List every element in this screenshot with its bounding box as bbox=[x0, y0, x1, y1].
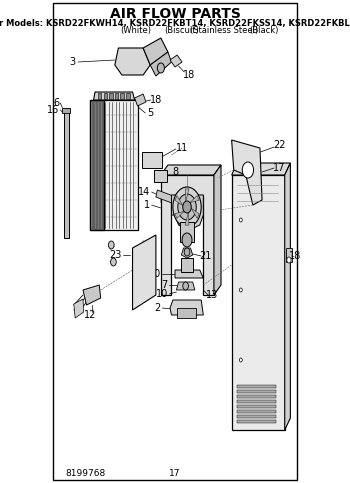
Polygon shape bbox=[232, 140, 262, 205]
Text: (Biscuit): (Biscuit) bbox=[165, 26, 200, 34]
Bar bbox=[98, 93, 102, 99]
Polygon shape bbox=[83, 285, 101, 305]
Bar bbox=[120, 93, 124, 99]
Polygon shape bbox=[135, 94, 146, 106]
Circle shape bbox=[173, 187, 201, 227]
Circle shape bbox=[111, 258, 116, 266]
Text: 21: 21 bbox=[199, 251, 212, 261]
Bar bbox=[181, 258, 193, 272]
Text: 10: 10 bbox=[156, 289, 168, 299]
Circle shape bbox=[183, 282, 188, 290]
Polygon shape bbox=[143, 38, 168, 65]
Bar bbox=[180, 222, 194, 242]
Bar bbox=[104, 93, 107, 99]
Polygon shape bbox=[175, 196, 183, 206]
Bar bbox=[237, 410, 275, 413]
Polygon shape bbox=[190, 196, 199, 202]
Bar bbox=[237, 415, 275, 418]
Polygon shape bbox=[191, 208, 199, 218]
Text: 6: 6 bbox=[54, 98, 60, 108]
Polygon shape bbox=[185, 213, 189, 225]
Circle shape bbox=[242, 162, 253, 178]
Text: 18: 18 bbox=[150, 95, 162, 105]
Text: 7: 7 bbox=[162, 280, 168, 290]
Text: 8199768: 8199768 bbox=[65, 469, 106, 478]
Polygon shape bbox=[176, 282, 195, 290]
Polygon shape bbox=[156, 190, 178, 205]
Text: 23: 23 bbox=[110, 250, 122, 260]
Text: 14: 14 bbox=[138, 187, 150, 197]
Text: 12: 12 bbox=[84, 310, 96, 320]
Bar bbox=[237, 400, 275, 403]
Bar bbox=[115, 93, 118, 99]
Circle shape bbox=[108, 241, 114, 249]
Polygon shape bbox=[115, 48, 150, 75]
Circle shape bbox=[182, 233, 192, 247]
Polygon shape bbox=[175, 212, 184, 218]
Bar bbox=[237, 420, 275, 423]
Text: 5: 5 bbox=[147, 108, 153, 118]
Bar bbox=[64, 108, 69, 238]
Text: 18: 18 bbox=[183, 70, 195, 80]
Bar bbox=[286, 248, 292, 262]
Circle shape bbox=[184, 248, 190, 256]
Text: 13: 13 bbox=[206, 290, 219, 300]
Bar bbox=[237, 385, 275, 388]
Text: 16: 16 bbox=[47, 105, 60, 115]
Polygon shape bbox=[133, 235, 156, 310]
Bar bbox=[237, 395, 275, 398]
Text: 3: 3 bbox=[69, 57, 75, 67]
Polygon shape bbox=[172, 195, 203, 230]
Bar bbox=[90, 100, 138, 230]
Bar bbox=[126, 93, 130, 99]
Polygon shape bbox=[150, 52, 172, 76]
Polygon shape bbox=[161, 175, 214, 295]
Text: 18: 18 bbox=[289, 251, 301, 261]
Polygon shape bbox=[161, 165, 221, 175]
Bar bbox=[177, 308, 196, 318]
Circle shape bbox=[287, 257, 291, 263]
Polygon shape bbox=[185, 189, 189, 201]
Polygon shape bbox=[175, 270, 203, 278]
Circle shape bbox=[239, 288, 242, 292]
Bar bbox=[237, 390, 275, 393]
Polygon shape bbox=[93, 92, 135, 100]
Polygon shape bbox=[62, 108, 70, 113]
Text: 1: 1 bbox=[144, 200, 150, 210]
Bar bbox=[237, 405, 275, 408]
Polygon shape bbox=[74, 299, 84, 318]
Polygon shape bbox=[170, 300, 203, 315]
Polygon shape bbox=[170, 55, 182, 67]
Text: AIR FLOW PARTS: AIR FLOW PARTS bbox=[110, 7, 240, 21]
Text: 2: 2 bbox=[155, 303, 161, 313]
Text: 8: 8 bbox=[172, 167, 178, 177]
Text: (Stainless Steel): (Stainless Steel) bbox=[190, 26, 259, 34]
Text: For Models: KSRD22FKWH14, KSRD22FKBT14, KSRD22FKSS14, KSRD22FKBL14: For Models: KSRD22FKWH14, KSRD22FKBT14, … bbox=[0, 18, 350, 28]
Text: 10: 10 bbox=[149, 269, 161, 279]
Polygon shape bbox=[232, 175, 285, 430]
Circle shape bbox=[178, 194, 196, 220]
Polygon shape bbox=[214, 165, 221, 295]
Circle shape bbox=[239, 358, 242, 362]
Text: 11: 11 bbox=[176, 143, 188, 153]
Text: 17: 17 bbox=[273, 163, 285, 173]
Text: (White): (White) bbox=[120, 26, 152, 34]
Bar bbox=[154, 170, 167, 182]
Text: (Black): (Black) bbox=[249, 26, 278, 34]
Bar bbox=[142, 152, 162, 168]
Bar bbox=[90, 100, 104, 230]
Bar bbox=[109, 93, 113, 99]
Text: 22: 22 bbox=[273, 140, 285, 150]
Polygon shape bbox=[181, 248, 193, 258]
Circle shape bbox=[183, 201, 191, 213]
Polygon shape bbox=[285, 163, 290, 430]
Polygon shape bbox=[232, 163, 290, 175]
Text: 17: 17 bbox=[169, 469, 181, 478]
Circle shape bbox=[157, 63, 164, 73]
Circle shape bbox=[239, 218, 242, 222]
